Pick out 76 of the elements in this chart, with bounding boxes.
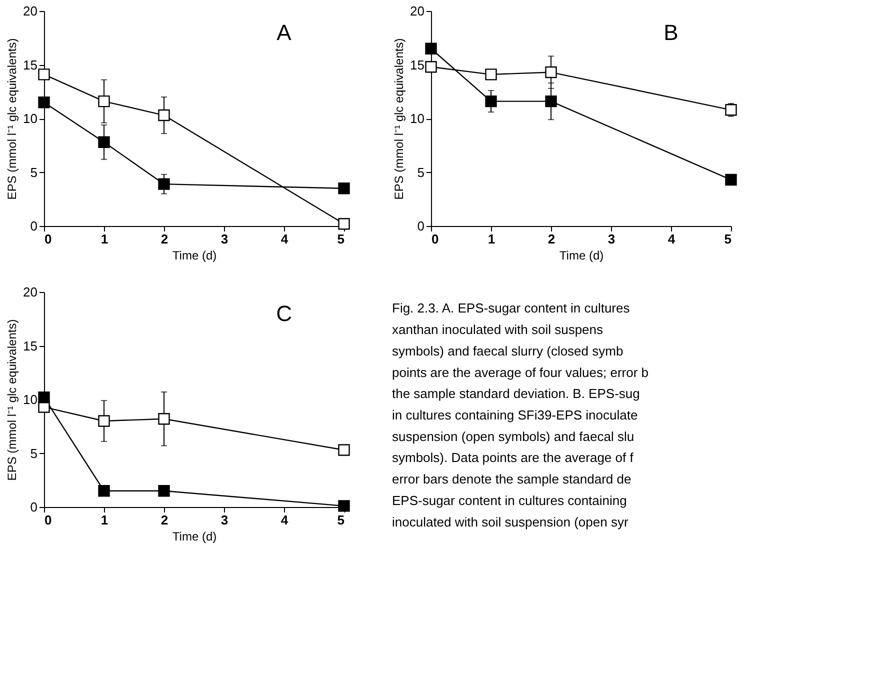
text: the sample standard deviation. B. EPS-sug — [392, 386, 640, 402]
point — [38, 68, 50, 80]
x-tick-label: 3 — [220, 232, 228, 246]
point — [338, 218, 350, 230]
x-tick-label: 2 — [160, 232, 168, 246]
point — [725, 104, 737, 116]
y-tick-label: 5 — [417, 164, 424, 180]
text: points are the average of four values; error b — [392, 364, 649, 380]
text: in cultures containing SFi39-EPS inoculate — [392, 408, 638, 422]
point — [98, 95, 110, 108]
x-tick-label: 0 — [44, 232, 52, 246]
point — [338, 500, 350, 512]
y-tick-label: 20 — [23, 284, 38, 300]
y-tick-label: 15 — [23, 57, 38, 72]
chart-title: A — [276, 20, 292, 45]
y-tick-label: 10 — [23, 111, 38, 126]
x-axis-title: Time (d) — [559, 248, 604, 262]
y-tick-label: 0 — [417, 218, 424, 234]
point — [158, 413, 170, 425]
x-tick-label: 5 — [337, 232, 344, 246]
point — [725, 174, 737, 186]
y-tick-label: 15 — [410, 57, 424, 72]
y-tick-label: 20 — [410, 4, 424, 18]
x-tick-label: 4 — [668, 232, 676, 246]
chart-title: C — [276, 301, 292, 326]
y-tick-label: 5 — [30, 446, 38, 461]
x-tick-label: 5 — [724, 232, 732, 246]
y-axis-title: EPS (mmol l⁻¹ glc equivalents) — [5, 319, 20, 481]
x-tick-label: 3 — [608, 232, 616, 246]
point — [98, 485, 110, 497]
point — [158, 485, 170, 497]
y-tick-label: 5 — [30, 164, 38, 180]
point — [158, 109, 170, 122]
y-tick-label: 0 — [30, 500, 38, 514]
point — [485, 68, 497, 80]
x-tick-label: 2 — [548, 232, 556, 246]
x-tick-label: 0 — [432, 232, 439, 246]
y-tick-label: 0 — [30, 218, 38, 234]
y-tick-label: 15 — [23, 338, 38, 354]
point — [38, 96, 50, 108]
text: symbols). Data points are the average of f — [392, 450, 634, 466]
caption: Fig. 2.3. A. EPS-sugar content in cultures — [392, 300, 630, 316]
point — [485, 95, 497, 108]
chart-title: B — [664, 20, 678, 45]
text: symbols) and faecal slurry (closed symb — [392, 343, 624, 358]
x-tick-label: 2 — [160, 512, 168, 528]
y-tick-label: 10 — [410, 111, 424, 126]
text: inoculated with soil suspension (open syr — [392, 514, 629, 530]
y-axis-title: EPS (mmol l⁻¹ glc equivalents) — [392, 38, 406, 200]
point — [338, 444, 350, 456]
x-tick-label: 5 — [337, 512, 344, 528]
text: suspension (open symbols) and faecal slu — [392, 428, 634, 444]
text: xanthan inoculated with soil suspens — [392, 322, 604, 338]
point — [158, 178, 170, 190]
x-axis-title: Time (d) — [172, 530, 217, 544]
x-tick-label: 0 — [44, 512, 52, 528]
x-tick-label: 4 — [280, 232, 289, 246]
point — [425, 42, 437, 54]
x-tick-label: 1 — [488, 232, 496, 246]
x-tick-label: 1 — [100, 232, 108, 246]
point — [38, 392, 50, 404]
x-tick-label: 1 — [100, 512, 108, 528]
y-tick-label: 10 — [23, 392, 38, 407]
x-tick-label: 3 — [220, 512, 228, 528]
text: error bars denote the sample standard de — [392, 472, 632, 487]
point — [545, 66, 557, 78]
x-tick-label: 4 — [280, 512, 289, 528]
point — [98, 415, 110, 427]
text: EPS-sugar content in cultures containing — [392, 492, 627, 508]
y-tick-label: 20 — [23, 4, 38, 18]
point — [98, 136, 110, 148]
point — [545, 95, 557, 108]
point — [338, 182, 350, 194]
y-axis-title: EPS (mmol l⁻¹ glc equivalents) — [5, 38, 20, 200]
x-axis-title: Time (d) — [172, 248, 217, 262]
point — [425, 61, 437, 73]
